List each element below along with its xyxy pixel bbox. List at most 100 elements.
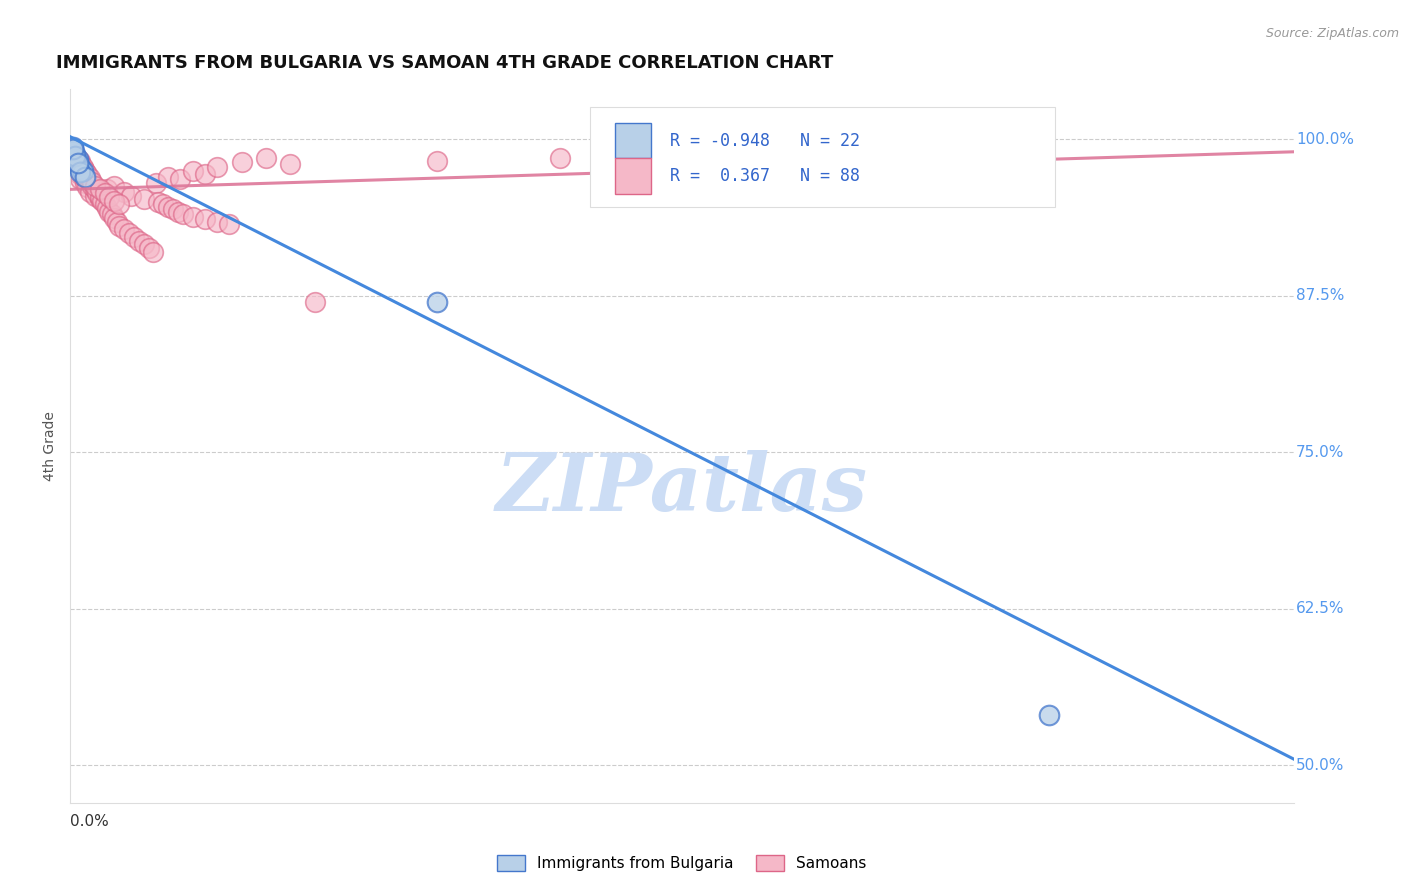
Point — [73, 165, 96, 179]
Point — [152, 197, 174, 211]
Point — [66, 163, 89, 178]
Text: R = -0.948   N = 22: R = -0.948 N = 22 — [669, 132, 859, 150]
Point — [62, 147, 84, 161]
Point — [254, 151, 277, 165]
Point — [72, 161, 94, 175]
Point — [72, 160, 94, 174]
Point — [181, 163, 204, 178]
Point — [218, 218, 240, 232]
Point — [167, 205, 190, 219]
Point — [69, 153, 91, 168]
Point — [162, 202, 184, 217]
Point — [66, 153, 89, 167]
Point — [62, 142, 84, 156]
Point — [66, 162, 89, 177]
Point — [63, 160, 86, 174]
Point — [76, 169, 98, 184]
Point — [128, 234, 150, 248]
Point — [98, 190, 121, 204]
Point — [101, 207, 124, 221]
Point — [62, 154, 84, 169]
Point — [145, 176, 167, 190]
Point — [83, 182, 105, 196]
Point — [73, 176, 96, 190]
Point — [63, 153, 86, 168]
Point — [66, 154, 89, 169]
Point — [69, 165, 91, 179]
Point — [205, 215, 228, 229]
FancyBboxPatch shape — [591, 107, 1054, 207]
Point — [63, 153, 86, 168]
Point — [132, 237, 155, 252]
FancyBboxPatch shape — [614, 159, 651, 194]
Point — [205, 160, 228, 174]
Point — [304, 295, 326, 310]
Point — [108, 197, 131, 211]
Point — [86, 186, 108, 200]
Point — [79, 173, 101, 187]
Point — [280, 157, 302, 171]
Point — [89, 182, 111, 196]
Point — [66, 159, 89, 173]
Point — [63, 151, 86, 165]
Point — [172, 207, 194, 221]
Text: 87.5%: 87.5% — [1296, 288, 1344, 303]
Point — [63, 153, 86, 167]
Point — [169, 172, 191, 186]
Point — [69, 172, 91, 186]
Point — [73, 169, 96, 184]
Text: 100.0%: 100.0% — [1296, 132, 1354, 147]
Point — [83, 188, 105, 202]
Point — [138, 241, 160, 255]
Point — [63, 148, 86, 162]
Point — [103, 178, 125, 193]
Point — [73, 163, 96, 178]
Point — [66, 161, 89, 175]
Point — [83, 178, 105, 193]
Point — [62, 145, 84, 159]
Point — [194, 212, 217, 227]
Y-axis label: 4th Grade: 4th Grade — [44, 411, 58, 481]
Point — [82, 175, 104, 189]
Point — [66, 156, 89, 170]
Point — [69, 167, 91, 181]
Text: Source: ZipAtlas.com: Source: ZipAtlas.com — [1265, 27, 1399, 40]
Point — [132, 193, 155, 207]
Point — [66, 166, 89, 180]
Point — [157, 200, 180, 214]
Point — [194, 167, 217, 181]
Text: R =  0.367   N = 88: R = 0.367 N = 88 — [669, 168, 859, 186]
Point — [148, 194, 170, 209]
Point — [72, 169, 94, 184]
Point — [671, 147, 693, 161]
Point — [69, 160, 91, 174]
Point — [98, 205, 121, 219]
FancyBboxPatch shape — [614, 123, 651, 159]
Point — [1038, 708, 1060, 723]
Text: 62.5%: 62.5% — [1296, 601, 1344, 616]
Point — [69, 156, 91, 170]
Point — [118, 226, 141, 240]
Point — [103, 211, 125, 226]
Point — [89, 193, 111, 207]
Point — [142, 244, 165, 259]
Point — [63, 157, 86, 171]
Point — [79, 171, 101, 186]
Point — [426, 153, 449, 168]
Point — [76, 167, 98, 181]
Point — [93, 186, 115, 200]
Point — [72, 169, 94, 183]
Point — [157, 169, 180, 184]
Point — [63, 147, 86, 161]
Point — [62, 140, 84, 154]
Point — [103, 194, 125, 208]
Point — [96, 182, 118, 196]
Point — [62, 144, 84, 158]
Point — [108, 219, 131, 233]
Point — [112, 222, 135, 236]
Text: ZIPatlas: ZIPatlas — [496, 450, 868, 527]
Text: 75.0%: 75.0% — [1296, 445, 1344, 459]
Text: 50.0%: 50.0% — [1296, 757, 1344, 772]
Point — [122, 230, 145, 244]
Point — [121, 188, 143, 202]
